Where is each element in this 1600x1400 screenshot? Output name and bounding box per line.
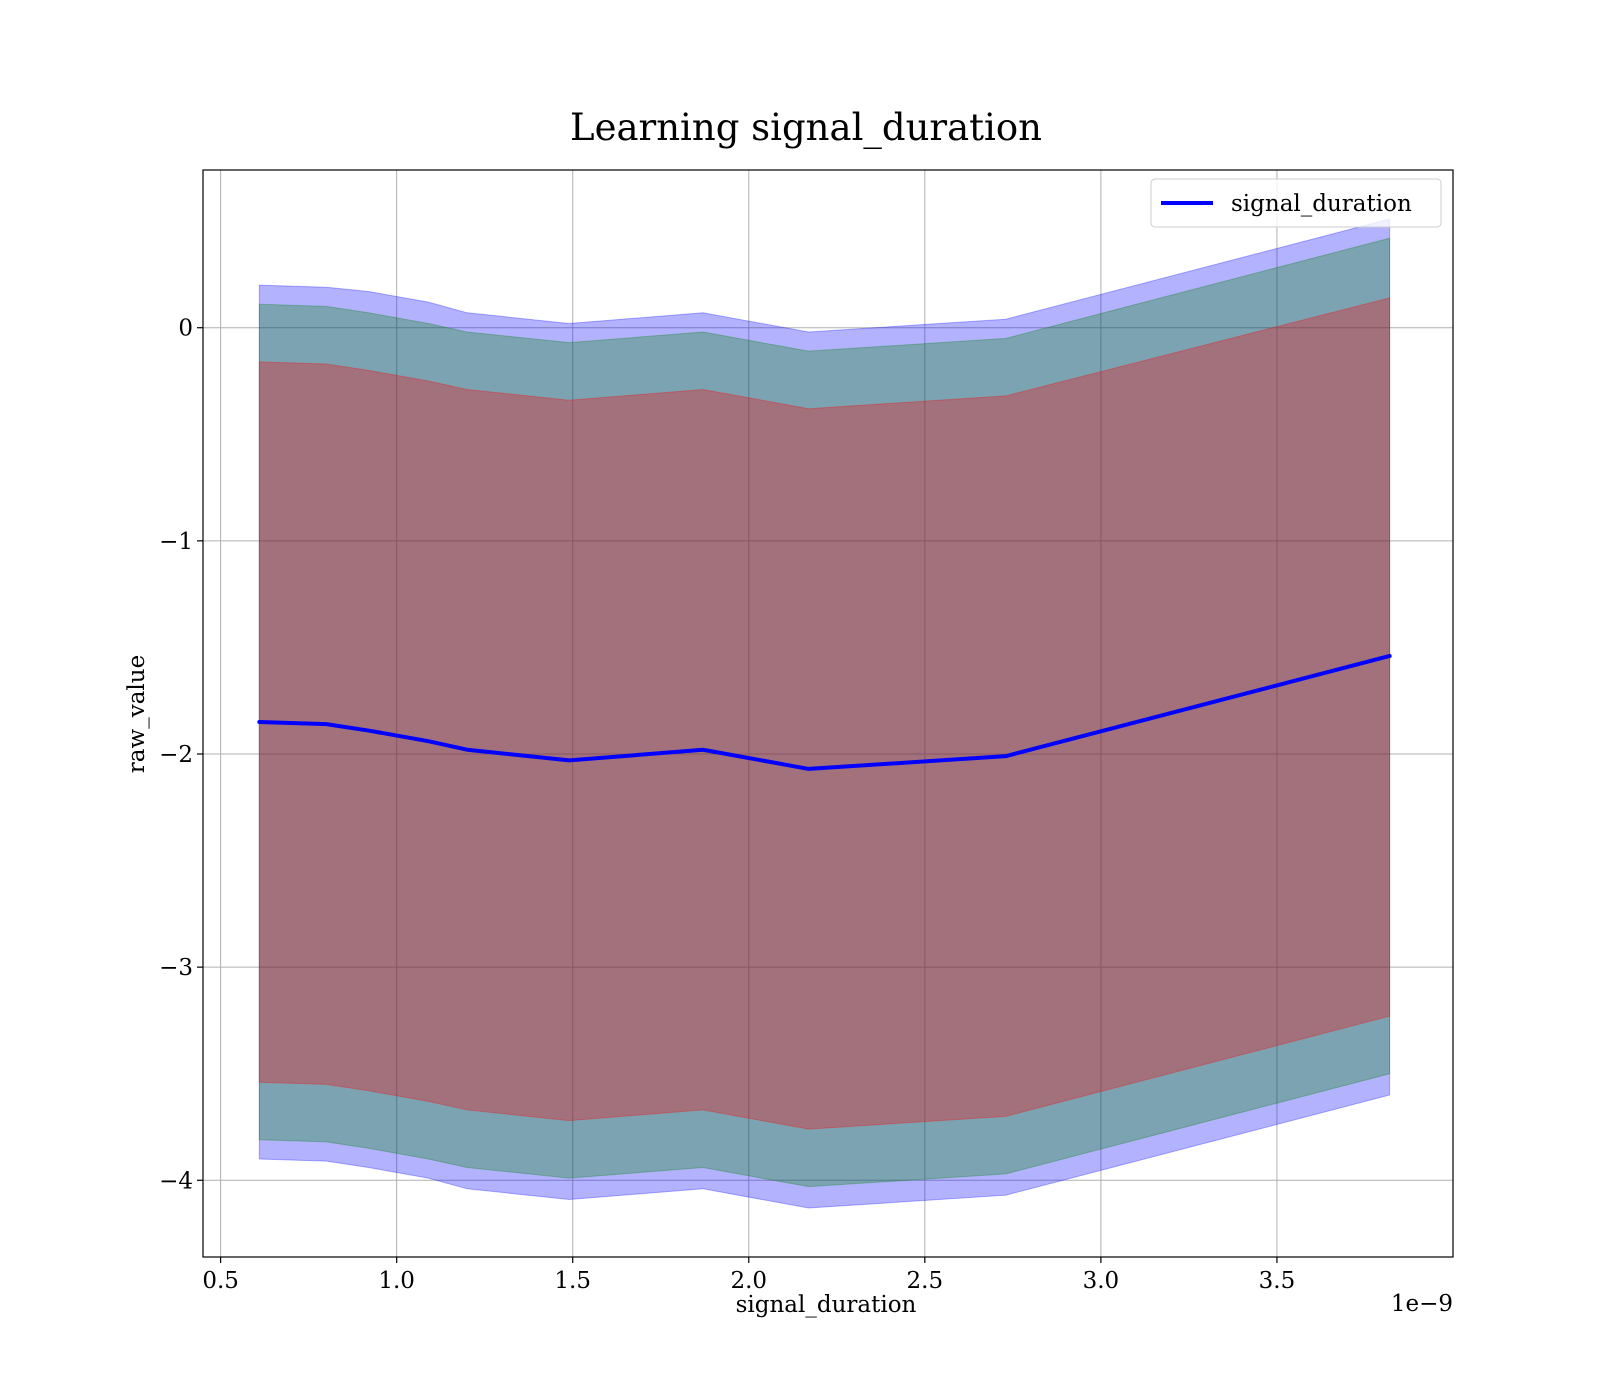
y-tick-label: −4: [159, 1168, 193, 1194]
x-tick-label: 1.0: [378, 1268, 415, 1294]
legend-entry-signal-duration: signal_duration: [1231, 191, 1412, 217]
bands: [258, 218, 1391, 1209]
x-offset-label: 1e−9: [1391, 1291, 1453, 1317]
y-tick-label: −3: [159, 955, 193, 981]
x-ticks: 0.5 1.0 1.5 2.0 2.5 3.0 3.5: [202, 1257, 1295, 1294]
x-tick-label: 3.5: [1259, 1268, 1296, 1294]
plot-frame: [202, 169, 1454, 1258]
lines: [257, 653, 1392, 771]
y-tick-label: −2: [159, 742, 193, 768]
series-line-signal-duration: [257, 653, 1392, 771]
x-tick-label: 3.0: [1083, 1268, 1120, 1294]
y-tick-label: 0: [178, 316, 193, 342]
legend: signal_duration: [1150, 178, 1442, 228]
y-axis-label: raw_value: [124, 655, 150, 773]
x-tick-label: 2.5: [907, 1268, 944, 1294]
grid: [203, 170, 1453, 1257]
x-tick-label: 1.5: [554, 1268, 591, 1294]
band-middle: [258, 237, 1391, 1188]
x-axis-label: signal_duration: [736, 1292, 917, 1318]
chart-title: Learning signal_duration: [570, 106, 1042, 150]
y-ticks: 0 −1 −2 −3 −4: [159, 316, 203, 1194]
band-outer: [258, 218, 1391, 1209]
y-tick-label: −1: [159, 529, 193, 555]
x-tick-label: 2.0: [730, 1268, 767, 1294]
x-tick-label: 0.5: [202, 1268, 239, 1294]
legend-box: [1150, 178, 1442, 228]
band-inner: [258, 297, 1391, 1130]
